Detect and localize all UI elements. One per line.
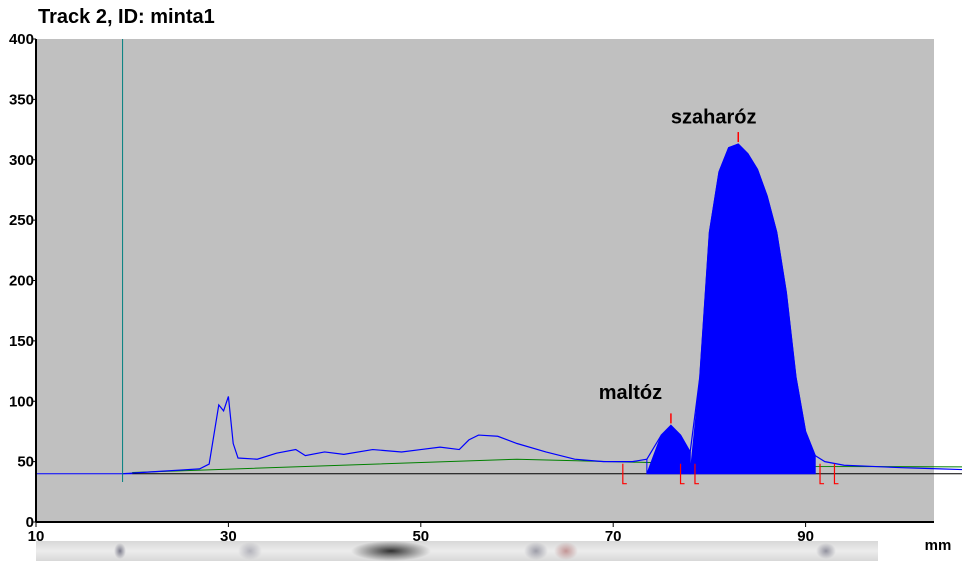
y-tick-label: 50 — [17, 454, 34, 471]
x-tick-label: 90 — [797, 528, 814, 545]
peak-labels: maltózszaharózglükózfruktóz — [599, 107, 757, 404]
x-tick-label: 30 — [220, 528, 237, 545]
strip-spot — [114, 543, 126, 559]
y-tick-label: 100 — [9, 393, 34, 410]
strip-spot — [816, 543, 836, 559]
strip-background — [36, 541, 878, 561]
profile-line — [122, 143, 962, 475]
y-tick-label: 400 — [9, 31, 34, 48]
peak-boundary-marker — [694, 463, 699, 485]
strip-spot — [238, 542, 262, 560]
peak-label-szaharóz: szaharóz — [671, 107, 757, 129]
baseline-layer — [36, 458, 962, 475]
chart-title: Track 2, ID: minta1 — [38, 6, 215, 28]
y-tick-label: 200 — [9, 273, 34, 290]
axes: 0501001502002503003504001030507090110130… — [9, 31, 952, 554]
x-tick-label: 70 — [605, 528, 622, 545]
cursor-lines — [122, 39, 124, 482]
x-tick-label: 10 — [28, 528, 45, 545]
peak-boundary-marker — [679, 463, 685, 485]
peak-boundary-marker — [622, 463, 627, 485]
x-tick-label: 50 — [412, 528, 429, 545]
y-tick-label: 350 — [9, 91, 34, 108]
x-axis-label: mm — [925, 537, 952, 554]
tlc-plate-strip — [36, 541, 878, 561]
peak-markers — [622, 132, 839, 485]
y-tick-label: 250 — [9, 212, 34, 229]
strip-spot — [554, 542, 578, 560]
peak-boundary-marker — [833, 463, 839, 485]
peak-label-maltóz: maltóz — [599, 382, 662, 404]
peak-boundary-marker — [819, 463, 825, 485]
strip-spot — [524, 542, 548, 560]
strip-spot-main — [351, 541, 431, 561]
profile-line-layer — [122, 143, 962, 475]
y-tick-label: 150 — [9, 333, 34, 350]
y-tick-label: 0 — [26, 514, 34, 531]
y-tick-label: 300 — [9, 152, 34, 169]
baseline-fit-line — [132, 458, 962, 473]
